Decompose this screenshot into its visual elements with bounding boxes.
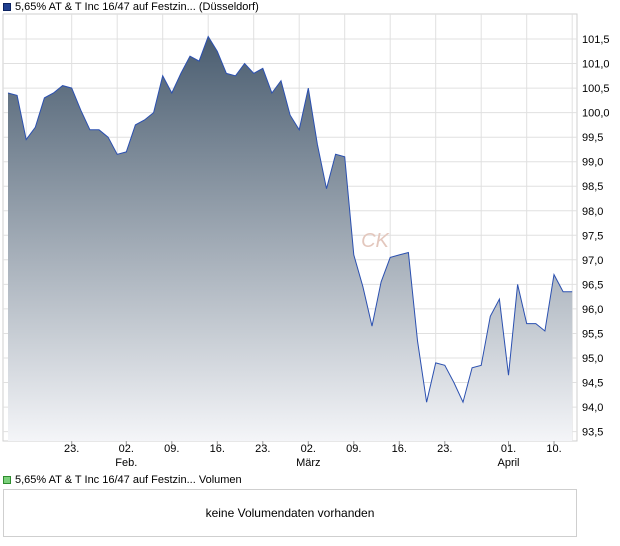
y-tick-label: 101,5 bbox=[582, 34, 610, 46]
volume-chart: keine Volumendaten vorhanden bbox=[3, 489, 577, 537]
x-month-label: April bbox=[497, 457, 519, 469]
y-tick-label: 94,0 bbox=[582, 402, 603, 414]
x-tick-label: 23. bbox=[437, 443, 452, 455]
x-tick-label: 09. bbox=[346, 443, 361, 455]
x-month-label: März bbox=[296, 457, 320, 469]
y-tick-label: 96,0 bbox=[582, 304, 603, 316]
y-tick-label: 101,0 bbox=[582, 59, 610, 71]
x-tick-label: 09. bbox=[164, 443, 179, 455]
y-tick-label: 99,0 bbox=[582, 157, 603, 169]
volume-legend-label: 5,65% AT & T Inc 16/47 auf Festzin... Vo… bbox=[15, 474, 242, 486]
x-tick-label: 10. bbox=[546, 443, 561, 455]
x-tick-label: 01. bbox=[501, 443, 516, 455]
x-tick-label: 16. bbox=[392, 443, 407, 455]
y-tick-label: 94,5 bbox=[582, 378, 603, 390]
y-tick-label: 95,0 bbox=[582, 353, 603, 365]
y-tick-label: 99,5 bbox=[582, 132, 603, 144]
price-line bbox=[7, 35, 573, 404]
y-tick-label: 100,5 bbox=[582, 83, 610, 95]
volume-empty-message: keine Volumendaten vorhanden bbox=[205, 506, 375, 520]
volume-legend-swatch bbox=[3, 476, 11, 484]
price-legend-swatch bbox=[3, 3, 11, 11]
x-tick-label: 23. bbox=[255, 443, 270, 455]
y-tick-label: 98,5 bbox=[582, 181, 603, 193]
price-legend-label: 5,65% AT & T Inc 16/47 auf Festzin... (D… bbox=[15, 1, 259, 13]
y-tick-label: 97,5 bbox=[582, 230, 603, 242]
x-axis: 23. 02. Feb. 09. 16. 23. 02. März 09. 16. 23. 01. Ap… bbox=[64, 441, 562, 469]
y-tick-label: 100,0 bbox=[582, 108, 610, 120]
x-tick-label: 02. bbox=[301, 443, 316, 455]
y-tick-label: 97,0 bbox=[582, 255, 603, 267]
x-tick-label: 23. bbox=[64, 443, 79, 455]
volume-legend: 5,65% AT & T Inc 16/47 auf Festzin... Vo… bbox=[3, 473, 242, 487]
price-chart: CK 101,5 101,0 100,5 100,0 99,5 99,0 98,5 98,0 9… bbox=[2, 13, 610, 469]
y-tick-label: 95,5 bbox=[582, 329, 603, 341]
price-legend: 5,65% AT & T Inc 16/47 auf Festzin... (D… bbox=[3, 0, 259, 14]
x-month-label: Feb. bbox=[115, 457, 137, 469]
price-area bbox=[8, 36, 573, 441]
watermark: CK bbox=[361, 230, 390, 252]
y-axis: 101,5 101,0 100,5 100,0 99,5 99,0 98,5 98,0 97,5… bbox=[582, 34, 610, 439]
y-tick-label: 98,0 bbox=[582, 206, 603, 218]
y-tick-label: 93,5 bbox=[582, 427, 603, 439]
y-tick-label: 96,5 bbox=[582, 279, 603, 291]
x-tick-label: 16. bbox=[210, 443, 225, 455]
x-tick-label: 02. bbox=[119, 443, 134, 455]
